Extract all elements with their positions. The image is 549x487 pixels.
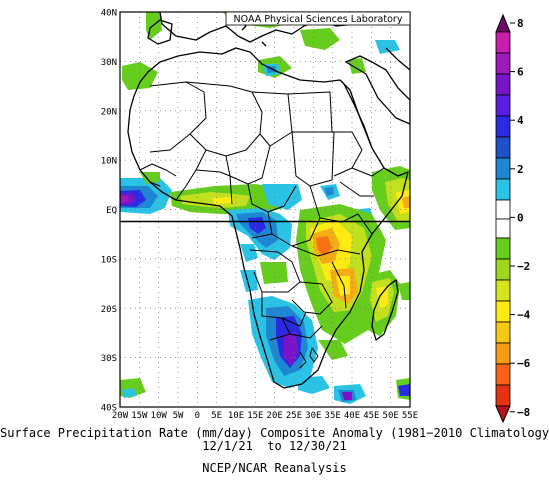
arabia-coastline [345,55,410,125]
anomaly-green-morocco [122,62,158,90]
anomaly-green-angola-south [260,262,288,284]
longitude-label: 10E [228,411,244,421]
anomaly-green-mauritius [398,282,410,300]
colorbar-bottom-arrow [495,405,511,424]
anomaly-yellow-madagascar [376,286,388,310]
colorbar-label: 4 [517,114,524,127]
longitude-label: 5W [173,411,184,421]
latitude-label: 20S [101,305,117,315]
colorbar-label: −6 [517,357,531,370]
anomaly-cyan-south-west [122,388,136,398]
anomaly-blue-ethiopia [324,187,334,196]
longitude-label: 50E [383,411,399,421]
anomaly-yellow-mozambique-inner [336,276,350,296]
longitude-label: 15W [131,411,148,421]
colorbar-box-p2b [495,157,511,180]
colorbar-box-m9 [495,384,511,407]
longitude-label: 0 [195,411,200,421]
colorbar-label: 2 [517,163,524,176]
credit-label: NOAA Physical Sciences Laboratory [234,14,403,25]
latitude-label: 30S [101,354,117,364]
colorbar-label: 8 [517,17,524,30]
latitude-label: 10N [101,157,117,167]
colorbar-box-p4 [495,115,511,138]
latitude-labels: 40N 30N 20N 10N EQ 10S 20S 30S 40S [101,9,117,414]
longitude-labels: 20W 15W 10W 5W 0 5E 10E 15E 20E 25E 30E 35E 40E 45E 50… [112,411,418,421]
colorbar-box-m2 [495,237,511,260]
anomaly-yellow-sahel [212,197,234,204]
anomaly-cyan-namibia-coast [240,270,258,292]
iberia-coastline [147,19,173,45]
longitude-label: 45E [363,411,379,421]
caption-title: Surface Precipitation Rate (mm/day) Comp… [0,426,549,440]
colorbar-box-m6 [495,321,511,344]
colorbar-box-p5 [495,94,511,117]
madagascar-coastline [371,279,399,341]
latitude-label: EQ [106,206,117,216]
colorbar: 8 6 4 2 0 −2 −4 −6 −8 [495,13,531,424]
colorbar-label: −8 [517,406,530,419]
africa-coastline [127,47,409,389]
colorbar-box-p6 [495,73,511,96]
anomaly-orange-horn [402,196,410,208]
caption-source: NCEP/NCAR Reanalysis [202,461,347,475]
anomaly-green-cape-coast [318,340,348,360]
colorbar-box-m5 [495,300,511,323]
colorbar-box-zero-b [495,218,511,239]
latitude-label: 30N [101,58,117,68]
anomaly-magenta-guinea [120,196,129,203]
colorbar-box-m8 [495,363,511,386]
colorbar-labels: 8 6 4 2 0 −2 −4 −6 −8 [510,17,531,419]
longitude-label: 15E [247,411,263,421]
caption-date-range: 12/1/21 to 12/30/21 [202,439,347,453]
latitude-label: 40N [101,9,117,19]
colorbar-box-zero-a [495,199,511,220]
anomaly-green-med-west [146,12,162,40]
colorbar-box-p7 [495,52,511,75]
latitude-label: 40S [101,404,117,414]
colorbar-top-arrow [495,13,511,33]
colorbar-label: 6 [517,66,524,79]
anomaly-green-red-sea [348,58,366,74]
colorbar-label: 0 [517,211,524,224]
longitude-label: 5E [211,411,222,421]
colorbar-box-p2 [495,178,511,201]
longitude-label: 10W [151,411,168,421]
persian-gulf [385,47,410,71]
longitude-label: 25E [286,411,302,421]
anomaly-blue-far-south-east [398,384,410,396]
longitude-label: 30E [305,411,321,421]
colorbar-label: −4 [517,309,531,322]
longitude-label: 20W [112,411,129,421]
latitude-label: 20N [101,107,117,117]
anomaly-dark-orange-east-africa [316,236,332,256]
colorbar-label: −2 [517,260,530,273]
longitude-label: 35E [325,411,341,421]
latitude-label: 10S [101,255,117,265]
colorbar-box-m3 [495,258,511,281]
red-sea-west [343,83,373,149]
country-borders [139,81,385,369]
anomaly-purple-southern-ocean [342,392,352,400]
longitude-label: 20E [267,411,283,421]
anomaly-cyan-cameroon [262,184,302,210]
colorbar-box-p3 [495,136,511,159]
anomaly-green-eastern-med [300,28,340,50]
colorbar-box-m7 [495,342,511,365]
credit-box [225,11,411,26]
anomaly-purple-southern-africa [284,332,298,366]
longitude-label: 55E [402,411,418,421]
longitude-label: 40E [344,411,360,421]
colorbar-box-p8 [495,31,511,54]
colorbar-box-m4 [495,279,511,302]
anomaly-cyan-angola-coast [240,244,258,262]
anomaly-cyan-north-east [375,40,400,54]
